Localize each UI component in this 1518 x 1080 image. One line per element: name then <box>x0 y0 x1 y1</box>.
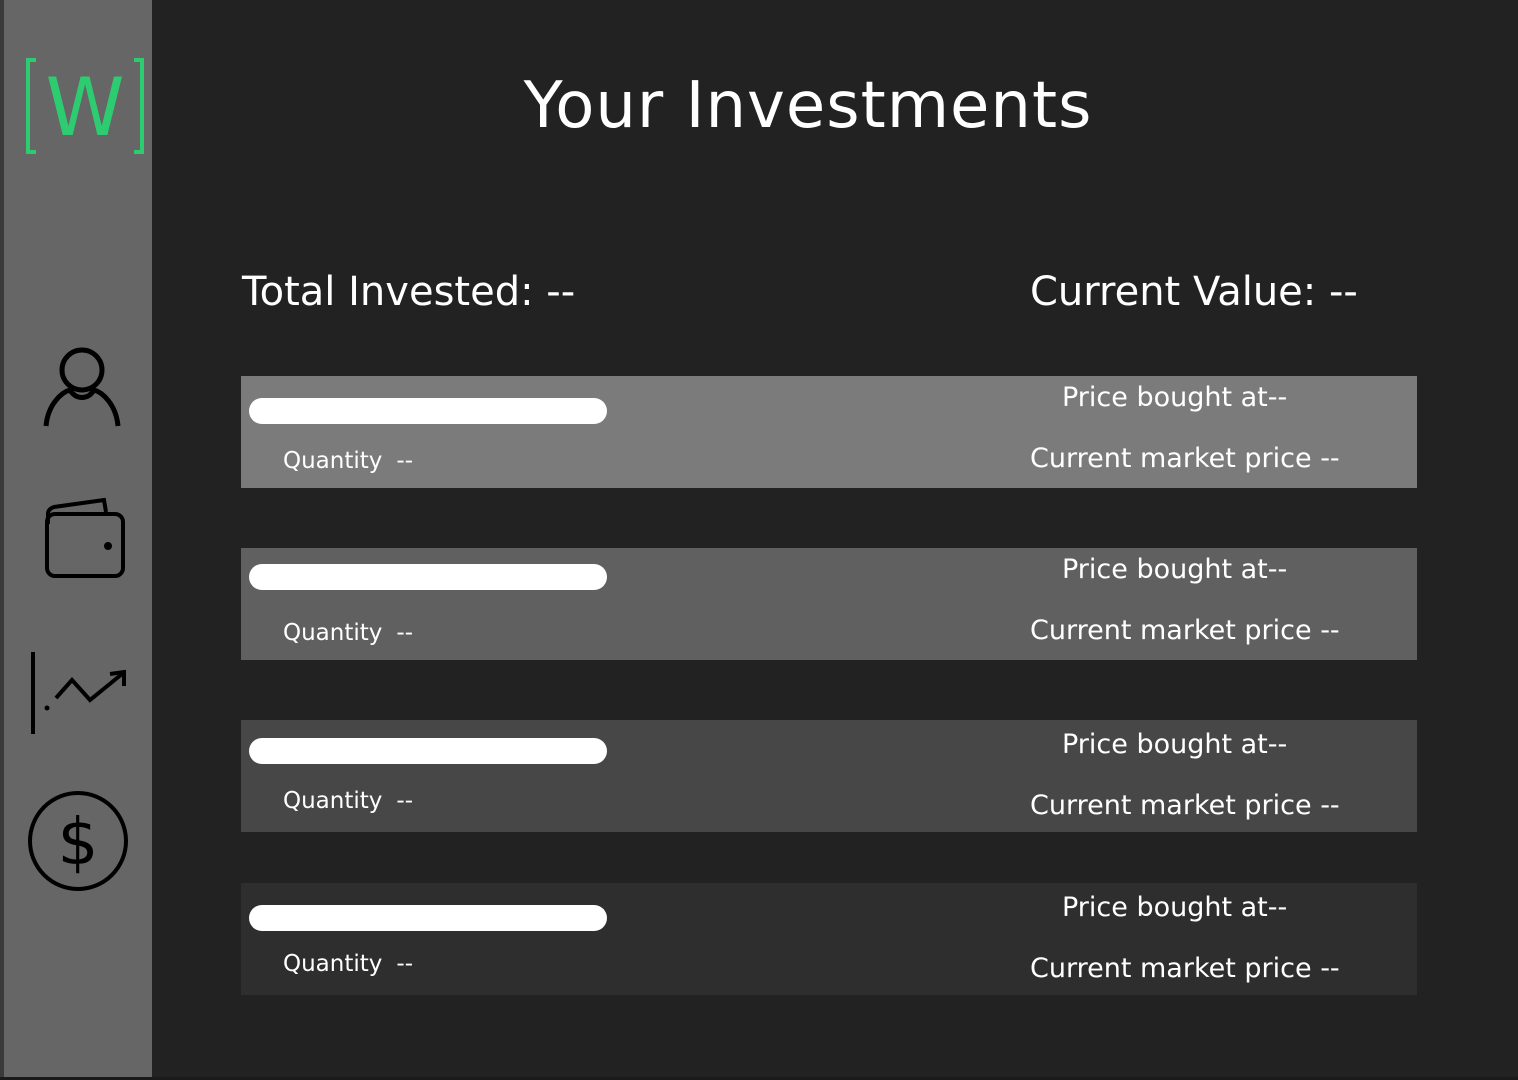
investment-name-placeholder <box>249 738 607 764</box>
svg-text:$: $ <box>58 806 99 880</box>
sidebar: W $ <box>4 0 152 1078</box>
current-value: Current Value: -- <box>1030 268 1358 316</box>
logo-letter: W <box>45 61 124 154</box>
current-value-value: -- <box>1329 269 1358 315</box>
investment-name-placeholder <box>249 398 607 424</box>
price-bought-label: Price bought at <box>1062 382 1268 413</box>
market-price-row: Current market price -- <box>1030 953 1340 985</box>
price-bought-value: -- <box>1267 892 1288 923</box>
price-bought-label: Price bought at <box>1062 729 1268 760</box>
market-price-label: Current market price <box>1030 953 1312 984</box>
quantity-value: -- <box>396 951 413 977</box>
user-icon[interactable] <box>42 344 122 430</box>
total-invested-value: -- <box>546 269 576 315</box>
market-price-label: Current market price <box>1030 790 1312 821</box>
market-price-value: -- <box>1320 790 1340 821</box>
quantity-label: Quantity <box>283 951 383 977</box>
page-title: Your Investments <box>523 69 1093 143</box>
quantity-row: Quantity -- <box>283 620 413 648</box>
price-bought-value: -- <box>1267 554 1288 585</box>
quantity-label: Quantity <box>283 448 383 474</box>
price-bought-row: Price bought at-- <box>1062 729 1287 761</box>
price-bought-value: -- <box>1267 729 1288 760</box>
quantity-value: -- <box>396 620 413 646</box>
investment-card[interactable]: Quantity -- Price bought at-- Current mar… <box>241 720 1417 832</box>
market-price-row: Current market price -- <box>1030 615 1340 647</box>
market-price-value: -- <box>1320 615 1340 646</box>
logo-icon[interactable]: W <box>22 56 150 156</box>
market-price-value: -- <box>1320 443 1340 474</box>
quantity-value: -- <box>396 448 413 474</box>
price-bought-value: -- <box>1267 382 1288 413</box>
window-bottom-edge <box>0 1077 1518 1080</box>
quantity-label: Quantity <box>283 788 383 814</box>
current-value-label: Current Value: <box>1030 269 1317 315</box>
investment-card[interactable]: Quantity -- Price bought at-- Current mar… <box>241 548 1417 660</box>
investment-card[interactable]: Quantity -- Price bought at-- Current mar… <box>241 376 1417 488</box>
market-price-row: Current market price -- <box>1030 443 1340 475</box>
quantity-value: -- <box>396 788 413 814</box>
trending-up-icon[interactable] <box>28 648 134 738</box>
investment-name-placeholder <box>249 564 607 590</box>
price-bought-label: Price bought at <box>1062 892 1268 923</box>
dollar-circle-icon[interactable]: $ <box>26 790 130 892</box>
investment-card[interactable]: Quantity -- Price bought at-- Current mar… <box>241 883 1417 995</box>
price-bought-row: Price bought at-- <box>1062 382 1287 414</box>
investment-name-placeholder <box>249 905 607 931</box>
window-left-edge <box>0 0 4 1080</box>
total-invested-label: Total Invested: <box>242 269 534 315</box>
quantity-row: Quantity -- <box>283 448 413 476</box>
price-bought-row: Price bought at-- <box>1062 892 1287 924</box>
market-price-row: Current market price -- <box>1030 790 1340 822</box>
wallet-icon[interactable] <box>42 494 128 582</box>
quantity-label: Quantity <box>283 620 383 646</box>
price-bought-label: Price bought at <box>1062 554 1268 585</box>
quantity-row: Quantity -- <box>283 951 413 979</box>
total-invested: Total Invested: -- <box>242 268 575 316</box>
quantity-row: Quantity -- <box>283 788 413 816</box>
market-price-value: -- <box>1320 953 1340 984</box>
market-price-label: Current market price <box>1030 615 1312 646</box>
market-price-label: Current market price <box>1030 443 1312 474</box>
price-bought-row: Price bought at-- <box>1062 554 1287 586</box>
